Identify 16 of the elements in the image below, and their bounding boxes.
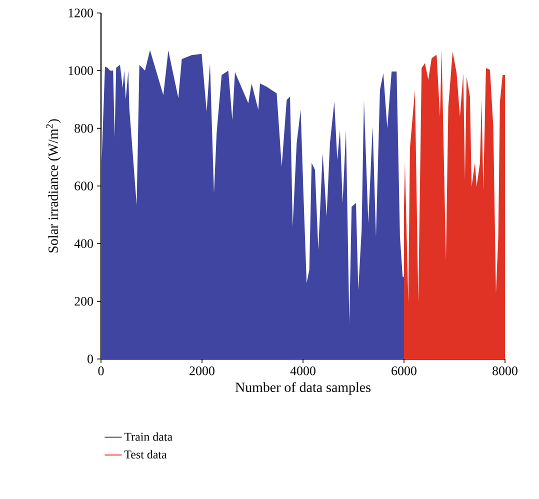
y-tick-label: 800 xyxy=(74,124,94,133)
y-tick-label: 1000 xyxy=(68,66,94,76)
y-tick-label: 1200 xyxy=(68,8,94,18)
y-tick-label: 400 xyxy=(74,239,94,248)
y-tick-label: 200 xyxy=(74,296,94,306)
legend-label: Test data xyxy=(124,450,167,459)
x-tick-label: 0 xyxy=(98,366,104,376)
x-tick-label: 2000 xyxy=(190,366,214,376)
x-tick-label: 8000 xyxy=(492,366,518,376)
x-tick-label: 4000 xyxy=(290,366,316,376)
y-axis-title: Solar irradiance (W/m$^{2}$) xyxy=(46,119,61,252)
x-axis-title: Number of data samples xyxy=(235,382,370,395)
y-tick-label: 600 xyxy=(74,182,94,190)
legend-label: Train data xyxy=(124,432,172,441)
x-tick-label: 6000 xyxy=(392,366,416,376)
y-tick-label: 0 xyxy=(88,354,94,364)
